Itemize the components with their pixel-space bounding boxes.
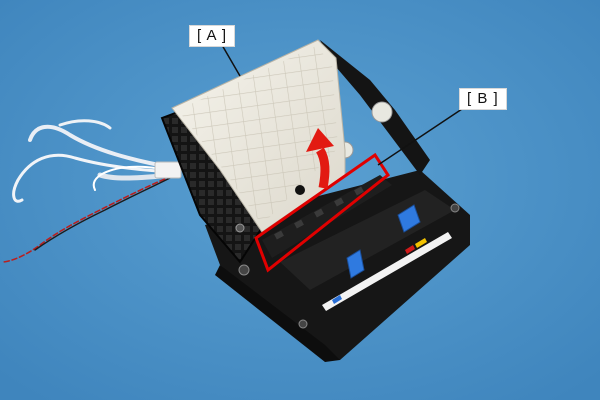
leader-line-a (221, 44, 241, 77)
screw (298, 319, 308, 329)
tray-hole (295, 185, 305, 195)
callout-label-b: [ B ] (459, 88, 507, 110)
screw (238, 264, 250, 276)
blue-lever-left (346, 249, 365, 279)
leader-line-b (377, 108, 463, 166)
callout-label-a: [ A ] (189, 25, 236, 47)
scale-marker-yellow (415, 238, 427, 248)
cable-connector (154, 161, 182, 179)
blue-lever-right (397, 204, 421, 233)
white-gear (371, 101, 393, 123)
screw (450, 203, 460, 213)
roller-teeth (274, 186, 364, 240)
curved-up-arrow-icon (306, 128, 334, 189)
scale-marker-blue (332, 295, 342, 304)
scale-marker-red (405, 245, 415, 254)
white-scale-strip (322, 232, 452, 311)
screw (235, 223, 245, 233)
tray-grid-ribs (178, 46, 338, 225)
highlight-box-b (254, 152, 391, 273)
chassis-front-face (215, 265, 340, 362)
